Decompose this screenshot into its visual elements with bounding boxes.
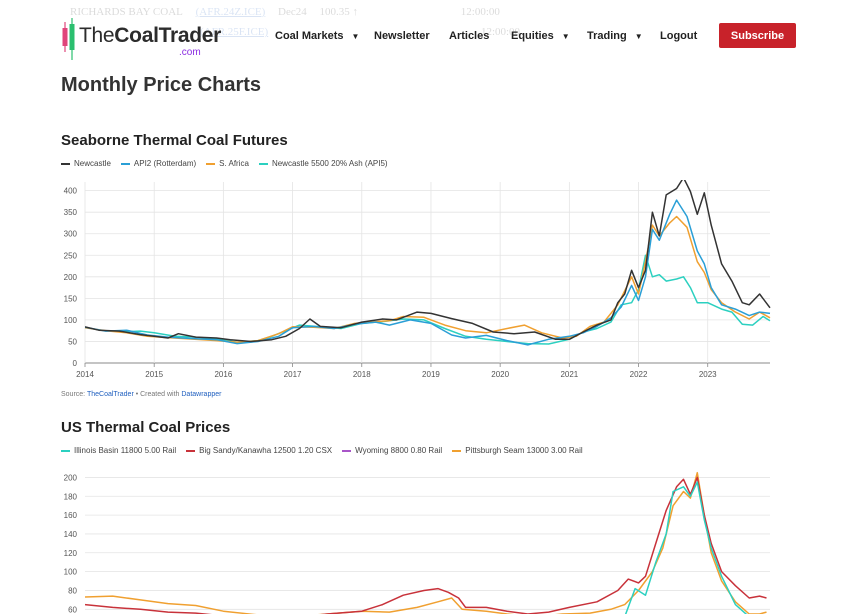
- legend-swatch: [61, 449, 70, 452]
- series-line-big-sandy-kanawha-12500-1-20-csx: [85, 476, 767, 614]
- chart-legend-seaborne: Newcastle API2 (Rotterdam) S. Africa Newcas…: [61, 159, 388, 168]
- logo-domain: .com: [179, 47, 201, 58]
- x-tick-label: 2017: [284, 370, 302, 379]
- site-logo[interactable]: TheCoalTrader .com: [61, 18, 221, 60]
- y-tick-label: 80: [68, 586, 77, 595]
- y-tick-label: 300: [64, 230, 78, 239]
- x-tick-label: 2015: [145, 370, 163, 379]
- nav-label: Newsletter: [374, 30, 430, 42]
- legend-item-s-africa: S. Africa: [206, 159, 249, 168]
- candlestick-logo-icon: [62, 18, 75, 60]
- series-line-illinois-basin-11800-5-00-rail: [624, 481, 748, 614]
- nav-coal-markets[interactable]: Coal Markets ▼: [275, 29, 359, 43]
- legend-swatch: [120, 162, 130, 165]
- legend-swatch: [452, 449, 462, 452]
- legend-item-newcastle-5500-20-ash-api5: Newcastle 5500 20% Ash (API5): [258, 159, 388, 168]
- series-line-s-africa: [85, 215, 771, 344]
- source-mid: • Created with: [133, 391, 182, 398]
- source-link[interactable]: TheCoalTrader: [86, 391, 134, 398]
- legend-label: Illinois Basin 11800 5.00 Rail: [74, 446, 177, 455]
- nav-label: Logout: [660, 30, 698, 42]
- x-tick-label: 2022: [630, 370, 648, 379]
- subscribe-button[interactable]: Subscribe: [719, 23, 796, 48]
- legend-label: API2 (Rotterdam): [133, 159, 197, 168]
- chevron-down-icon: ▼: [561, 31, 570, 41]
- datawrapper-link[interactable]: Datawrapper: [181, 391, 222, 398]
- x-tick-label: 2023: [699, 370, 717, 379]
- y-tick-label: 50: [68, 337, 77, 346]
- us-thermal-chart: 60 80 100 120 140 160 180 200: [64, 471, 770, 614]
- y-tick-label: 200: [64, 273, 78, 282]
- nav-label: Coal Markets: [275, 30, 344, 42]
- x-tick-label: 2021: [560, 370, 578, 379]
- legend-swatch: [186, 449, 196, 452]
- chevron-down-icon: ▼: [634, 31, 643, 41]
- nav-equities[interactable]: Equities ▼: [511, 29, 570, 43]
- chevron-down-icon: ▼: [351, 31, 360, 41]
- nav-logout[interactable]: Logout: [660, 29, 697, 43]
- y-tick-label: 250: [64, 251, 78, 260]
- legend-label: Pittsburgh Seam 13000 3.00 Rail: [465, 446, 583, 455]
- legend-item-newcastle: Newcastle: [61, 159, 111, 168]
- site-header: TheCoalTrader .com Coal Markets ▼ Newslet…: [0, 0, 843, 70]
- chart-title-seaborne: Seaborne Thermal Coal Futures: [61, 132, 288, 149]
- y-tick-label: 160: [64, 511, 78, 520]
- nav-articles[interactable]: Articles: [449, 29, 489, 43]
- y-tick-label: 400: [64, 187, 78, 196]
- legend-label: Newcastle: [74, 159, 111, 168]
- y-tick-label: 200: [64, 473, 78, 482]
- y-tick-label: 60: [68, 605, 77, 614]
- chart-legend-us: Illinois Basin 11800 5.00 Rail Big Sandy/…: [61, 446, 583, 455]
- y-tick-label: 100: [64, 568, 78, 577]
- legend-item-big-sandy-kanawha-12500-1-20-csx: Big Sandy/Kanawha 12500 1.20 CSX: [186, 446, 332, 455]
- legend-label: Big Sandy/Kanawha 12500 1.20 CSX: [199, 446, 333, 455]
- y-tick-label: 120: [64, 549, 78, 558]
- y-tick-label: 180: [64, 492, 78, 501]
- x-tick-label: 2016: [214, 370, 232, 379]
- page-title: Monthly Price Charts: [61, 74, 262, 96]
- legend-label: Wyoming 8800 0.80 Rail: [355, 446, 443, 455]
- nav-label: Trading: [587, 30, 627, 42]
- legend-swatch: [61, 162, 70, 165]
- x-tick-label: 2014: [76, 370, 94, 379]
- nav-newsletter[interactable]: Newsletter: [374, 29, 430, 43]
- source-prefix: Source:: [61, 391, 87, 398]
- chart-title-us: US Thermal Coal Prices: [61, 419, 231, 436]
- legend-swatch: [206, 162, 216, 165]
- series-line-newcastle: [85, 180, 771, 343]
- legend-item-api2-rotterdam: API2 (Rotterdam): [120, 159, 197, 168]
- nav-label: Articles: [449, 30, 490, 42]
- nav-trading[interactable]: Trading ▼: [587, 29, 643, 43]
- logo-the: The: [79, 24, 115, 47]
- series-line-api2-rotterdam: [85, 199, 771, 346]
- legend-swatch: [342, 449, 352, 452]
- x-tick-label: 2020: [491, 370, 509, 379]
- nav-label: Equities: [511, 30, 554, 42]
- seaborne-chart: 0 50 100 150 200 250 300 350 400 2014 2015 2016 2017…: [64, 180, 771, 379]
- logo-brand: CoalTrader: [114, 24, 222, 47]
- y-tick-label: 350: [64, 208, 78, 217]
- y-tick-label: 140: [64, 530, 78, 539]
- legend-label: Newcastle 5500 20% Ash (API5): [271, 159, 388, 168]
- series-line-pittsburgh-seam-13000-3-00-rail: [85, 471, 767, 614]
- y-tick-label: 150: [64, 294, 78, 303]
- logo-wordmark: TheCoalTrader: [79, 24, 221, 48]
- x-tick-label: 2018: [353, 370, 371, 379]
- y-tick-label: 100: [64, 316, 78, 325]
- legend-swatch: [258, 162, 268, 165]
- legend-label: S. Africa: [219, 159, 249, 168]
- legend-item-illinois-basin-11800-5-00-rail: Illinois Basin 11800 5.00 Rail: [61, 446, 176, 455]
- legend-item-pittsburgh-seam-13000-3-00-rail: Pittsburgh Seam 13000 3.00 Rail: [452, 446, 583, 455]
- legend-item-wyoming-8800-0-80-rail: Wyoming 8800 0.80 Rail: [342, 446, 442, 455]
- y-tick-label: 0: [73, 359, 78, 368]
- x-tick-label: 2019: [422, 370, 440, 379]
- chart-source: Source: TheCoalTrader • Created with Dat…: [61, 391, 221, 398]
